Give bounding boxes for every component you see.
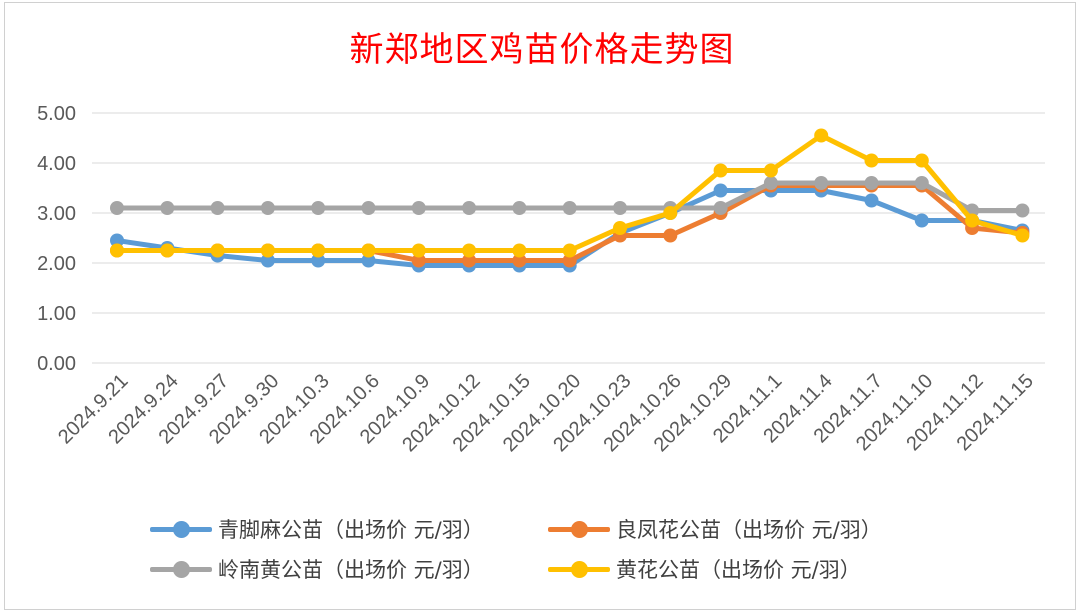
data-point[interactable]	[160, 201, 175, 215]
data-point[interactable]	[462, 253, 477, 268]
y-tick-label: 3.00	[37, 203, 76, 225]
legend-swatch-2	[150, 552, 212, 586]
data-point[interactable]	[814, 176, 829, 190]
data-point[interactable]	[763, 163, 778, 178]
data-point[interactable]	[411, 243, 426, 258]
data-point[interactable]	[663, 228, 678, 243]
data-point[interactable]	[311, 201, 326, 215]
series-2	[110, 176, 1030, 218]
legend-label-2: 岭南黄公苗（出场价 元/羽）	[218, 558, 484, 582]
y-tick-label: 5.00	[37, 103, 76, 125]
legend-label-3: 黄花公苗（出场价 元/羽）	[616, 558, 861, 582]
data-point[interactable]	[411, 201, 426, 215]
data-point[interactable]	[260, 253, 275, 268]
legend-label-1: 良凤花公苗（出场价 元/羽）	[616, 518, 882, 542]
data-point[interactable]	[613, 201, 627, 215]
legend-swatch-1	[548, 512, 610, 546]
data-point[interactable]	[210, 243, 225, 258]
data-point[interactable]	[562, 243, 577, 258]
data-point[interactable]	[1015, 203, 1030, 218]
series-lines	[110, 128, 1030, 273]
data-point[interactable]	[512, 243, 527, 258]
data-point[interactable]	[663, 206, 678, 220]
data-point[interactable]	[512, 253, 527, 268]
data-point[interactable]	[311, 253, 326, 268]
legend-swatch-0	[150, 512, 212, 546]
y-tick-label: 0.00	[37, 353, 76, 375]
data-point[interactable]	[965, 213, 980, 228]
data-point[interactable]	[1015, 228, 1030, 243]
data-point[interactable]	[210, 201, 225, 215]
data-point[interactable]	[110, 233, 124, 248]
data-point[interactable]	[311, 243, 326, 258]
data-point[interactable]	[864, 153, 879, 168]
data-point[interactable]	[160, 243, 175, 258]
series-3	[110, 128, 1030, 258]
data-point[interactable]	[713, 201, 728, 215]
data-point[interactable]	[763, 176, 778, 190]
y-tick-label: 1.00	[37, 303, 76, 325]
y-axis-tick-labels: 0.00 1.00 2.00 3.00 4.00 5.00	[37, 103, 76, 375]
y-tick-label: 4.00	[37, 153, 76, 175]
series-line-3	[114, 133, 1025, 253]
data-point[interactable]	[260, 201, 275, 215]
data-point[interactable]	[914, 176, 929, 190]
data-point[interactable]	[110, 201, 124, 215]
data-point[interactable]	[864, 193, 879, 208]
legend-label-0: 青脚麻公苗（出场价 元/羽）	[218, 518, 484, 542]
data-point[interactable]	[613, 221, 627, 235]
data-point[interactable]	[361, 201, 376, 215]
data-point[interactable]	[914, 213, 929, 228]
data-point[interactable]	[814, 128, 829, 143]
data-point[interactable]	[914, 153, 929, 168]
data-point[interactable]	[361, 243, 376, 258]
data-point[interactable]	[411, 253, 426, 268]
data-point[interactable]	[462, 243, 477, 258]
legend-item-0: 青脚麻公苗（出场价 元/羽）	[150, 512, 484, 546]
x-axis-tick-labels: 2024.9.212024.9.242024.9.272024.9.302024…	[54, 370, 1038, 456]
data-point[interactable]	[462, 201, 477, 215]
chart-area[interactable]	[4, 2, 1076, 610]
data-point[interactable]	[864, 176, 879, 190]
data-point[interactable]	[512, 201, 527, 215]
data-point[interactable]	[361, 253, 376, 268]
data-point[interactable]	[562, 253, 577, 268]
legend-item-3: 黄花公苗（出场价 元/羽）	[548, 552, 861, 586]
gridlines	[92, 112, 1045, 364]
data-point[interactable]	[713, 163, 728, 178]
chart-title[interactable]: 新郑地区鸡苗价格走势图	[349, 30, 735, 70]
data-point[interactable]	[562, 201, 577, 215]
data-point[interactable]	[110, 243, 124, 258]
legend-swatch-3	[548, 552, 610, 586]
data-point[interactable]	[260, 243, 275, 258]
y-tick-label: 2.00	[37, 253, 76, 275]
legend-item-2: 岭南黄公苗（出场价 元/羽）	[150, 552, 484, 586]
legend-item-1: 良凤花公苗（出场价 元/羽）	[548, 512, 882, 546]
data-point[interactable]	[713, 183, 728, 198]
